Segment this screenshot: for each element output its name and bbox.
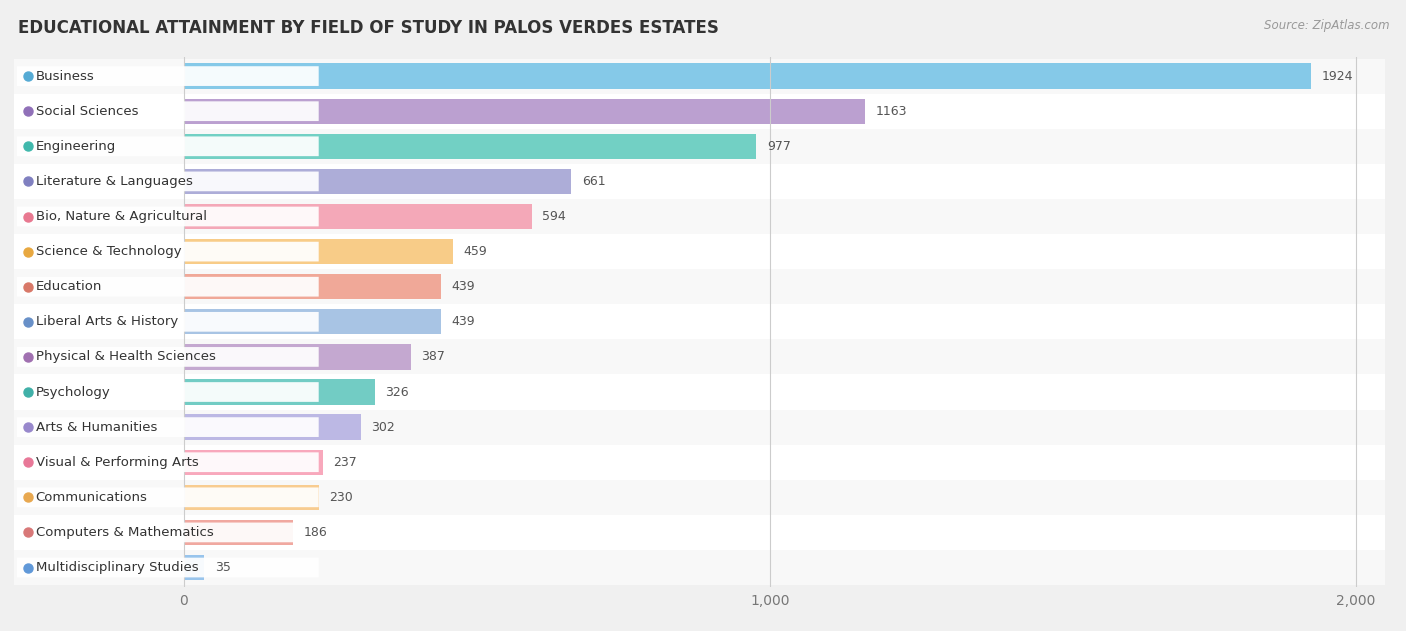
Bar (14, 445, 1385, 480)
Text: Multidisciplinary Studies: Multidisciplinary Studies (35, 561, 198, 574)
Text: Literature & Languages: Literature & Languages (35, 175, 193, 188)
Bar (14, 410, 1385, 445)
Text: Engineering: Engineering (35, 140, 115, 153)
Bar (14, 129, 1385, 164)
FancyBboxPatch shape (17, 242, 319, 261)
FancyBboxPatch shape (17, 488, 319, 507)
Text: Communications: Communications (35, 491, 148, 504)
Text: 594: 594 (543, 210, 567, 223)
Bar (14, 93, 1385, 129)
Text: Business: Business (35, 69, 94, 83)
Text: 35: 35 (215, 561, 231, 574)
Bar (184, 98, 865, 124)
Text: Liberal Arts & History: Liberal Arts & History (35, 316, 179, 328)
Bar (14, 304, 1385, 339)
Bar (184, 449, 323, 475)
FancyBboxPatch shape (17, 522, 319, 542)
Text: 459: 459 (464, 245, 486, 258)
Text: Visual & Performing Arts: Visual & Performing Arts (35, 456, 198, 469)
Bar (184, 345, 411, 370)
Bar (14, 550, 1385, 585)
Text: 302: 302 (371, 421, 395, 433)
FancyBboxPatch shape (17, 347, 319, 367)
FancyBboxPatch shape (17, 452, 319, 472)
FancyBboxPatch shape (17, 417, 319, 437)
Bar (14, 374, 1385, 410)
Bar (184, 274, 441, 299)
Text: Bio, Nature & Agricultural: Bio, Nature & Agricultural (35, 210, 207, 223)
Text: 439: 439 (451, 316, 475, 328)
Text: 230: 230 (329, 491, 353, 504)
FancyBboxPatch shape (17, 136, 319, 156)
Bar (14, 269, 1385, 304)
Text: Education: Education (35, 280, 103, 293)
FancyBboxPatch shape (17, 206, 319, 227)
Text: Computers & Mathematics: Computers & Mathematics (35, 526, 214, 539)
Bar (184, 485, 319, 510)
Bar (184, 520, 292, 545)
Bar (184, 415, 361, 440)
Bar (14, 515, 1385, 550)
Text: 237: 237 (333, 456, 357, 469)
Text: EDUCATIONAL ATTAINMENT BY FIELD OF STUDY IN PALOS VERDES ESTATES: EDUCATIONAL ATTAINMENT BY FIELD OF STUDY… (18, 19, 718, 37)
Bar (184, 379, 375, 404)
Text: Science & Technology: Science & Technology (35, 245, 181, 258)
Text: Arts & Humanities: Arts & Humanities (35, 421, 157, 433)
Bar (14, 59, 1385, 93)
Text: 439: 439 (451, 280, 475, 293)
FancyBboxPatch shape (17, 172, 319, 191)
Bar (184, 204, 531, 229)
Text: Physical & Health Sciences: Physical & Health Sciences (35, 350, 215, 363)
Bar (184, 64, 1312, 89)
Bar (184, 555, 204, 580)
Bar (14, 339, 1385, 374)
FancyBboxPatch shape (17, 102, 319, 121)
Bar (14, 480, 1385, 515)
Bar (184, 168, 571, 194)
Bar (14, 199, 1385, 234)
Text: Source: ZipAtlas.com: Source: ZipAtlas.com (1264, 19, 1389, 32)
Text: 387: 387 (422, 350, 446, 363)
Text: 186: 186 (304, 526, 328, 539)
FancyBboxPatch shape (17, 558, 319, 577)
Bar (184, 309, 441, 334)
Text: 977: 977 (766, 140, 790, 153)
Text: 1163: 1163 (876, 105, 907, 118)
FancyBboxPatch shape (17, 312, 319, 332)
Text: Psychology: Psychology (35, 386, 111, 399)
Bar (14, 234, 1385, 269)
Bar (14, 164, 1385, 199)
Text: Social Sciences: Social Sciences (35, 105, 138, 118)
FancyBboxPatch shape (17, 277, 319, 297)
Text: 661: 661 (582, 175, 606, 188)
FancyBboxPatch shape (17, 382, 319, 402)
FancyBboxPatch shape (17, 66, 319, 86)
Text: 1924: 1924 (1322, 69, 1353, 83)
Bar (184, 134, 756, 159)
Text: 326: 326 (385, 386, 409, 399)
Bar (184, 239, 453, 264)
